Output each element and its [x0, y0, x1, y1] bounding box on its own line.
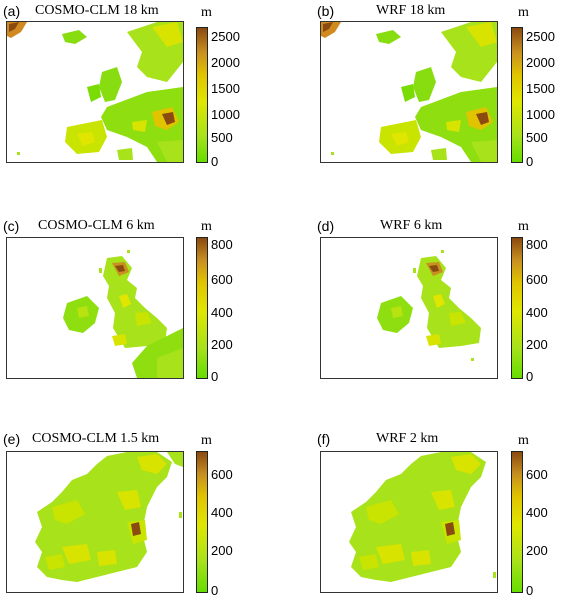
elevation-map-britain	[320, 237, 498, 379]
colorbar	[511, 27, 523, 163]
terrain-shapes	[349, 452, 496, 582]
colorbar-tick: 2000	[211, 55, 240, 70]
colorbar-tick: 1500	[211, 81, 240, 96]
colorbar-tick: 2500	[526, 29, 555, 44]
colorbar	[196, 237, 208, 379]
panel-letter: (a)	[3, 3, 21, 19]
colorbar-tick: 0	[526, 583, 534, 598]
panel-letter: (d)	[317, 218, 335, 234]
colorbar-tick: 400	[526, 305, 548, 320]
colorbar-unit: m	[201, 5, 212, 20]
terrain-shapes	[377, 250, 481, 361]
colorbar-tick: 200	[211, 337, 233, 352]
colorbar-tick: 500	[526, 130, 548, 145]
terrain-shapes	[63, 250, 183, 378]
colorbar-unit: m	[201, 433, 212, 448]
colorbar-tick: 0	[211, 369, 219, 384]
colorbar-tick: 1500	[526, 81, 555, 96]
colorbar-tick: 800	[526, 237, 548, 252]
elevation-map-ireland	[320, 451, 498, 593]
colorbar-unit: m	[518, 219, 529, 234]
colorbar-tick: 400	[211, 305, 233, 320]
colorbar-tick: 400	[211, 505, 233, 520]
colorbar-tick: 1000	[211, 107, 240, 122]
colorbar-tick: 400	[526, 505, 548, 520]
elevation-map-europe	[320, 21, 498, 163]
colorbar-tick: 200	[526, 337, 548, 352]
panel-title: WRF 6 km	[380, 218, 443, 233]
colorbar-tick: 500	[211, 130, 233, 145]
terrain-shapes	[321, 22, 497, 162]
colorbar-unit: m	[518, 433, 529, 448]
colorbar-tick: 600	[211, 467, 233, 482]
colorbar-tick: 800	[211, 237, 233, 252]
colorbar-tick: 2000	[526, 55, 555, 70]
colorbar-tick: 200	[211, 543, 233, 558]
panel-letter: (b)	[317, 3, 335, 19]
colorbar-tick: 600	[211, 272, 233, 287]
elevation-map-ireland	[6, 451, 184, 593]
panel-title: WRF 2 km	[376, 431, 439, 446]
colorbar-unit: m	[201, 219, 212, 234]
panel-letter: (f)	[317, 431, 331, 447]
colorbar-tick: 0	[211, 583, 219, 598]
panel-title: COSMO-CLM 1.5 km	[32, 431, 160, 446]
colorbar	[511, 451, 523, 593]
colorbar-tick: 1000	[526, 107, 555, 122]
panel-title: WRF 18 km	[376, 3, 446, 18]
panel-title: COSMO-CLM 18 km	[35, 3, 159, 18]
colorbar-tick: 0	[526, 369, 534, 384]
colorbar-tick: 600	[526, 467, 548, 482]
panel-title: COSMO-CLM 6 km	[38, 218, 155, 233]
colorbar-tick: 600	[526, 272, 548, 287]
colorbar	[511, 237, 523, 379]
elevation-map-europe	[6, 21, 184, 163]
colorbar	[196, 27, 208, 163]
panel-letter: (e)	[3, 431, 21, 447]
colorbar-tick: 0	[526, 154, 534, 169]
colorbar-tick: 200	[526, 543, 548, 558]
colorbar	[196, 451, 208, 593]
panel-letter: (c)	[3, 218, 20, 234]
colorbar-tick: 0	[211, 154, 219, 169]
elevation-map-britain	[6, 237, 184, 379]
colorbar-unit: m	[518, 5, 529, 20]
colorbar-tick: 2500	[211, 29, 240, 44]
terrain-shapes	[35, 452, 183, 582]
terrain-shapes	[7, 22, 183, 162]
